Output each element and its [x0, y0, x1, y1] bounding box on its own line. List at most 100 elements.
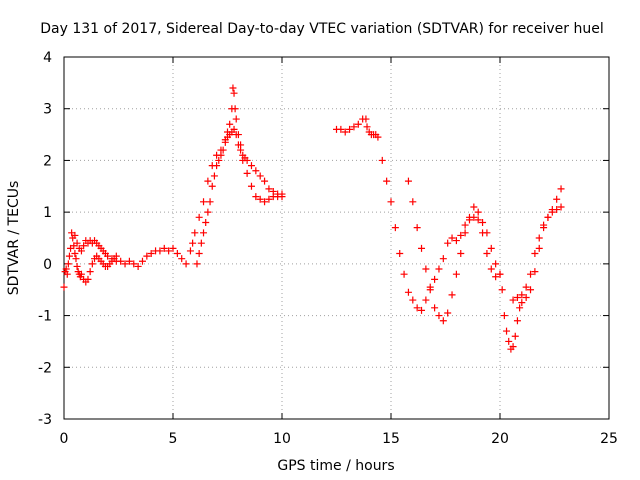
data-point: [86, 268, 94, 276]
data-point: [80, 242, 88, 250]
data-point: [363, 123, 371, 131]
data-point: [511, 332, 519, 340]
data-point: [208, 182, 216, 190]
data-point: [210, 172, 218, 180]
data-point: [108, 255, 116, 263]
data-point: [65, 252, 73, 260]
data-point: [354, 120, 362, 128]
data-point: [422, 296, 430, 304]
y-tick-label: 3: [43, 102, 52, 118]
data-point: [88, 260, 96, 268]
data-point: [509, 296, 517, 304]
data-point: [387, 198, 395, 206]
data-point: [518, 291, 526, 299]
data-point: [143, 252, 151, 260]
data-point: [400, 270, 408, 278]
data-point: [256, 195, 264, 203]
data-point: [527, 286, 535, 294]
y-axis-label: SDTVAR / TECUs: [6, 181, 22, 296]
data-point: [509, 343, 517, 351]
y-tick-label: -3: [38, 412, 52, 428]
data-point: [247, 182, 255, 190]
data-point: [409, 198, 417, 206]
x-tick-label: 20: [491, 431, 509, 447]
x-axis-label: GPS time / hours: [277, 458, 394, 474]
data-points: [60, 84, 565, 353]
data-point: [350, 123, 358, 131]
data-point: [265, 185, 273, 193]
data-point: [269, 187, 277, 195]
y-tick-label: -1: [38, 309, 52, 325]
data-point: [73, 262, 81, 270]
tick-layer: 0 5 10 15 20 25 -3 -2 -1 0 1 2 3 4: [38, 50, 618, 447]
data-point: [404, 288, 412, 296]
y-tick-label: -2: [38, 360, 52, 376]
data-point: [444, 239, 452, 247]
data-point: [487, 265, 495, 273]
data-point: [413, 224, 421, 232]
data-point: [130, 260, 138, 268]
x-tick-label: 10: [273, 431, 291, 447]
data-point: [448, 291, 456, 299]
data-point: [156, 247, 164, 255]
data-point: [84, 275, 92, 283]
data-point: [191, 229, 199, 237]
data-point: [237, 146, 245, 154]
data-point: [452, 237, 460, 245]
plot-frame: [63, 56, 610, 420]
data-point: [498, 286, 506, 294]
data-point: [503, 327, 511, 335]
data-point: [147, 250, 155, 258]
data-point: [278, 193, 286, 201]
data-point: [492, 260, 500, 268]
data-point: [435, 312, 443, 320]
data-point: [197, 239, 205, 247]
data-point: [215, 156, 223, 164]
data-point: [422, 265, 430, 273]
data-point: [230, 89, 238, 97]
data-point: [71, 231, 79, 239]
data-point: [138, 257, 146, 265]
data-point: [341, 128, 349, 136]
data-point: [418, 244, 426, 252]
data-point: [461, 221, 469, 229]
data-point: [178, 255, 186, 263]
data-point: [77, 270, 85, 278]
data-point: [513, 317, 521, 325]
data-point: [219, 146, 227, 154]
data-point: [63, 270, 71, 278]
data-point: [125, 257, 133, 265]
data-point: [252, 193, 260, 201]
data-point: [461, 229, 469, 237]
data-point: [230, 125, 238, 133]
data-point: [243, 169, 251, 177]
data-point: [195, 250, 203, 258]
data-point: [195, 213, 203, 221]
data-point: [378, 156, 386, 164]
chart-title: Day 131 of 2017, Sidereal Day-to-day VTE…: [40, 21, 603, 37]
data-point: [527, 270, 535, 278]
data-point: [391, 224, 399, 232]
data-point: [544, 213, 552, 221]
data-point: [474, 216, 482, 224]
data-point: [439, 317, 447, 325]
data-point: [169, 244, 177, 252]
data-point: [193, 260, 201, 268]
data-point: [557, 203, 565, 211]
data-point: [522, 283, 530, 291]
data-point: [213, 162, 221, 170]
data-point: [474, 208, 482, 216]
data-point: [500, 312, 508, 320]
data-point: [160, 244, 168, 252]
data-point: [448, 234, 456, 242]
data-point: [492, 273, 500, 281]
data-point: [413, 304, 421, 312]
data-point: [256, 172, 264, 180]
data-point: [409, 296, 417, 304]
data-point: [247, 162, 255, 170]
data-point: [165, 247, 173, 255]
data-point: [104, 252, 112, 260]
x-tick-label: 0: [60, 431, 69, 447]
data-point: [346, 125, 354, 133]
data-point: [189, 239, 197, 247]
